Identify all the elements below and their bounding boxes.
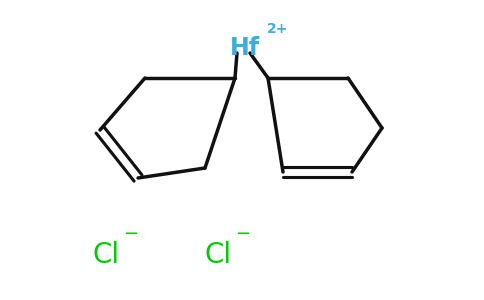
Text: 2+: 2+ xyxy=(267,22,288,36)
Text: Cl: Cl xyxy=(93,241,120,269)
Text: Cl: Cl xyxy=(205,241,232,269)
Text: −: − xyxy=(235,225,250,243)
Text: Hf: Hf xyxy=(230,36,260,60)
Text: −: − xyxy=(123,225,138,243)
